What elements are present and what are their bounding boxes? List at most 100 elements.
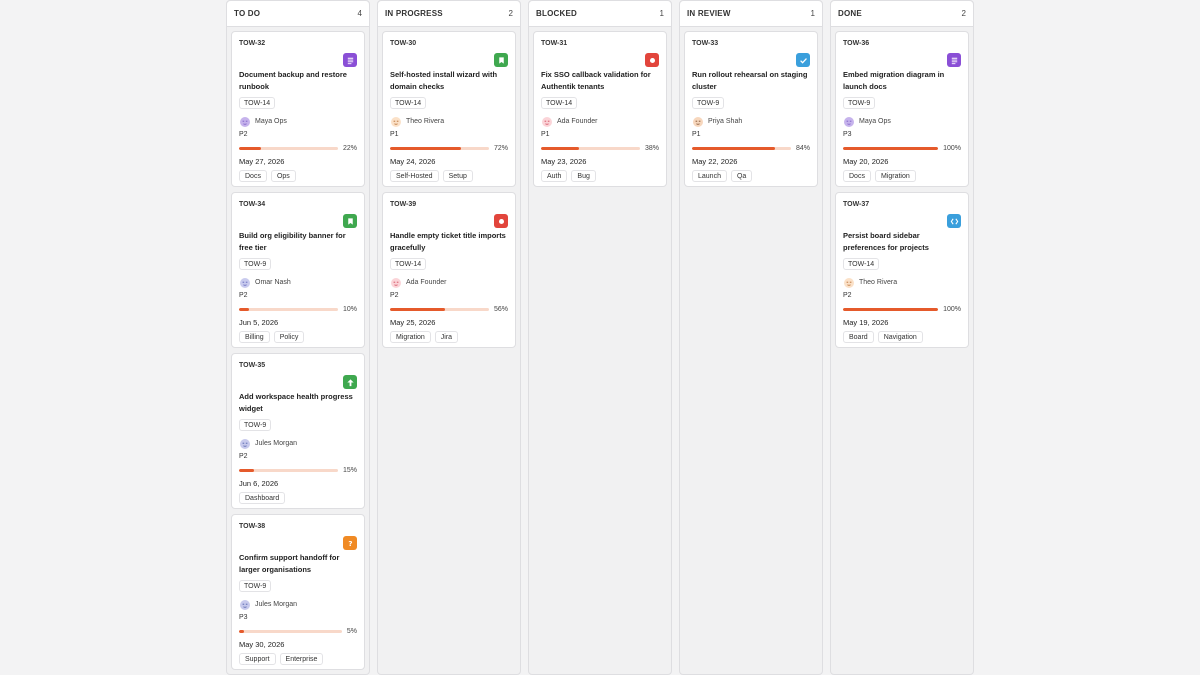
due-date: Jun 6, 2026: [239, 479, 279, 488]
ticket-card[interactable]: TOW-38? Confirm support handoff for large…: [231, 514, 365, 670]
card-list: TOW-31 Fix SSO callback validation for Au…: [529, 27, 671, 187]
assignee-name: Jules Morgan: [255, 440, 298, 447]
avatar: [390, 116, 402, 128]
priority-label: P1: [390, 131, 399, 138]
card-list: TOW-30 Self-hosted install wizard with do…: [378, 27, 520, 348]
ticket-id: TOW-38: [239, 523, 266, 530]
card-list: TOW-33 Run rollout rehearsal on staging c…: [680, 27, 822, 187]
label-chip[interactable]: Support: [239, 653, 276, 665]
progress-fill: [239, 630, 245, 633]
label-chip[interactable]: Docs: [239, 170, 267, 182]
progress-fill: [390, 308, 446, 311]
column-count: 4: [357, 9, 362, 18]
progress-percent: 100%: [943, 306, 961, 313]
label-chip[interactable]: Navigation: [877, 331, 923, 343]
progress: 100%: [843, 144, 961, 153]
parent-ticket-tag[interactable]: TOW-9: [239, 258, 272, 270]
label-list: Support Enterprise: [239, 653, 357, 665]
avatar: [239, 599, 251, 611]
column-count: 1: [810, 9, 815, 18]
ticket-title: Add workspace health progress widget: [239, 392, 353, 413]
board-column: IN REVIEW 1 TOW-33 Run rollout rehearsal on…: [679, 0, 823, 675]
bug-dot-icon: [494, 214, 508, 228]
due-date: May 20, 2026: [843, 157, 889, 166]
progress-track: [390, 308, 489, 311]
assignee-name: Priya Shah: [708, 118, 743, 125]
ticket-card[interactable]: TOW-35 Add workspace health progress widg…: [231, 353, 365, 509]
avatar: [541, 116, 553, 128]
column-header[interactable]: BLOCKED 1: [529, 1, 671, 27]
progress-track: [239, 308, 338, 311]
due-date: May 27, 2026: [239, 157, 285, 166]
parent-ticket-tag[interactable]: TOW-9: [843, 97, 876, 109]
ticket-card[interactable]: TOW-30 Self-hosted install wizard with do…: [382, 31, 516, 187]
board-column: TO DO 4 TOW-32 Document backup and restore …: [226, 0, 370, 675]
assignee: Ada Founder: [390, 276, 508, 289]
label-chip[interactable]: Bug: [571, 170, 596, 182]
label-chip[interactable]: Auth: [541, 170, 568, 182]
progress-percent: 56%: [493, 306, 508, 313]
ticket-card[interactable]: TOW-36 Embed migration diagram in launch …: [835, 31, 969, 187]
label-chip[interactable]: Ops: [270, 170, 296, 182]
ticket-title: Build org eligibility banner for free ti…: [239, 231, 346, 252]
label-chip[interactable]: Migration: [390, 331, 431, 343]
label-chip[interactable]: Board: [843, 331, 874, 343]
ticket-card[interactable]: TOW-37 Persist board sidebar preferences …: [835, 192, 969, 348]
label-chip[interactable]: Billing: [239, 331, 270, 343]
ticket-card[interactable]: TOW-33 Run rollout rehearsal on staging c…: [684, 31, 818, 187]
label-list: Board Navigation: [843, 331, 961, 343]
label-chip[interactable]: Policy: [273, 331, 305, 343]
parent-ticket-tag[interactable]: TOW-14: [843, 258, 880, 270]
label-chip[interactable]: Jira: [434, 331, 459, 343]
due-date: May 25, 2026: [390, 318, 436, 327]
ticket-id: TOW-34: [239, 201, 266, 208]
label-chip[interactable]: Qa: [730, 170, 753, 182]
column-header[interactable]: IN REVIEW 1: [680, 1, 822, 27]
assignee: Priya Shah: [692, 115, 810, 128]
ticket-id: TOW-30: [390, 40, 417, 47]
ticket-title: Persist board sidebar preferences for pr…: [843, 231, 929, 252]
ticket-card[interactable]: TOW-31 Fix SSO callback validation for Au…: [533, 31, 667, 187]
progress-fill: [239, 469, 254, 472]
checkmark-icon: [796, 53, 810, 67]
column-title: BLOCKED: [536, 9, 577, 18]
label-chip[interactable]: Dashboard: [239, 492, 286, 504]
assignee: Ada Founder: [541, 115, 659, 128]
label-chip[interactable]: Self-Hosted: [390, 170, 439, 182]
label-list: Migration Jira: [390, 331, 508, 343]
parent-ticket-tag[interactable]: TOW-9: [239, 419, 272, 431]
avatar: [239, 438, 251, 450]
progress-track: [239, 469, 338, 472]
document-lines-icon: [343, 53, 357, 67]
label-chip[interactable]: Enterprise: [279, 653, 324, 665]
ticket-id: TOW-36: [843, 40, 870, 47]
ticket-card[interactable]: TOW-34 Build org eligibility banner for f…: [231, 192, 365, 348]
avatar: [692, 116, 704, 128]
document-lines-icon: [947, 53, 961, 67]
progress-track: [239, 147, 338, 150]
label-chip[interactable]: Setup: [442, 170, 473, 182]
parent-ticket-tag[interactable]: TOW-14: [390, 97, 427, 109]
ticket-card[interactable]: TOW-39 Handle empty ticket title imports …: [382, 192, 516, 348]
assignee-name: Maya Ops: [255, 118, 287, 125]
ticket-id: TOW-32: [239, 40, 266, 47]
label-chip[interactable]: Docs: [843, 170, 871, 182]
column-header[interactable]: IN PROGRESS 2: [378, 1, 520, 27]
parent-ticket-tag[interactable]: TOW-14: [541, 97, 578, 109]
board-column: BLOCKED 1 TOW-31 Fix SSO callback validatio…: [528, 0, 672, 675]
assignee-name: Ada Founder: [406, 279, 447, 286]
bookmark-icon: [494, 53, 508, 67]
kanban-board: TO DO 4 TOW-32 Document backup and restore …: [226, 0, 974, 675]
ticket-card[interactable]: TOW-32 Document backup and restore runboo…: [231, 31, 365, 187]
parent-ticket-tag[interactable]: TOW-9: [239, 580, 272, 592]
assignee-name: Theo Rivera: [406, 118, 445, 125]
parent-ticket-tag[interactable]: TOW-14: [239, 97, 276, 109]
parent-ticket-tag[interactable]: TOW-14: [390, 258, 427, 270]
label-chip[interactable]: Migration: [874, 170, 916, 182]
board-column: DONE 2 TOW-36 Embed migration diagram in la…: [830, 0, 974, 675]
column-header[interactable]: DONE 2: [831, 1, 973, 27]
label-chip[interactable]: Launch: [692, 170, 727, 182]
column-header[interactable]: TO DO 4: [227, 1, 369, 27]
parent-ticket-tag[interactable]: TOW-9: [692, 97, 725, 109]
due-date: May 19, 2026: [843, 318, 889, 327]
